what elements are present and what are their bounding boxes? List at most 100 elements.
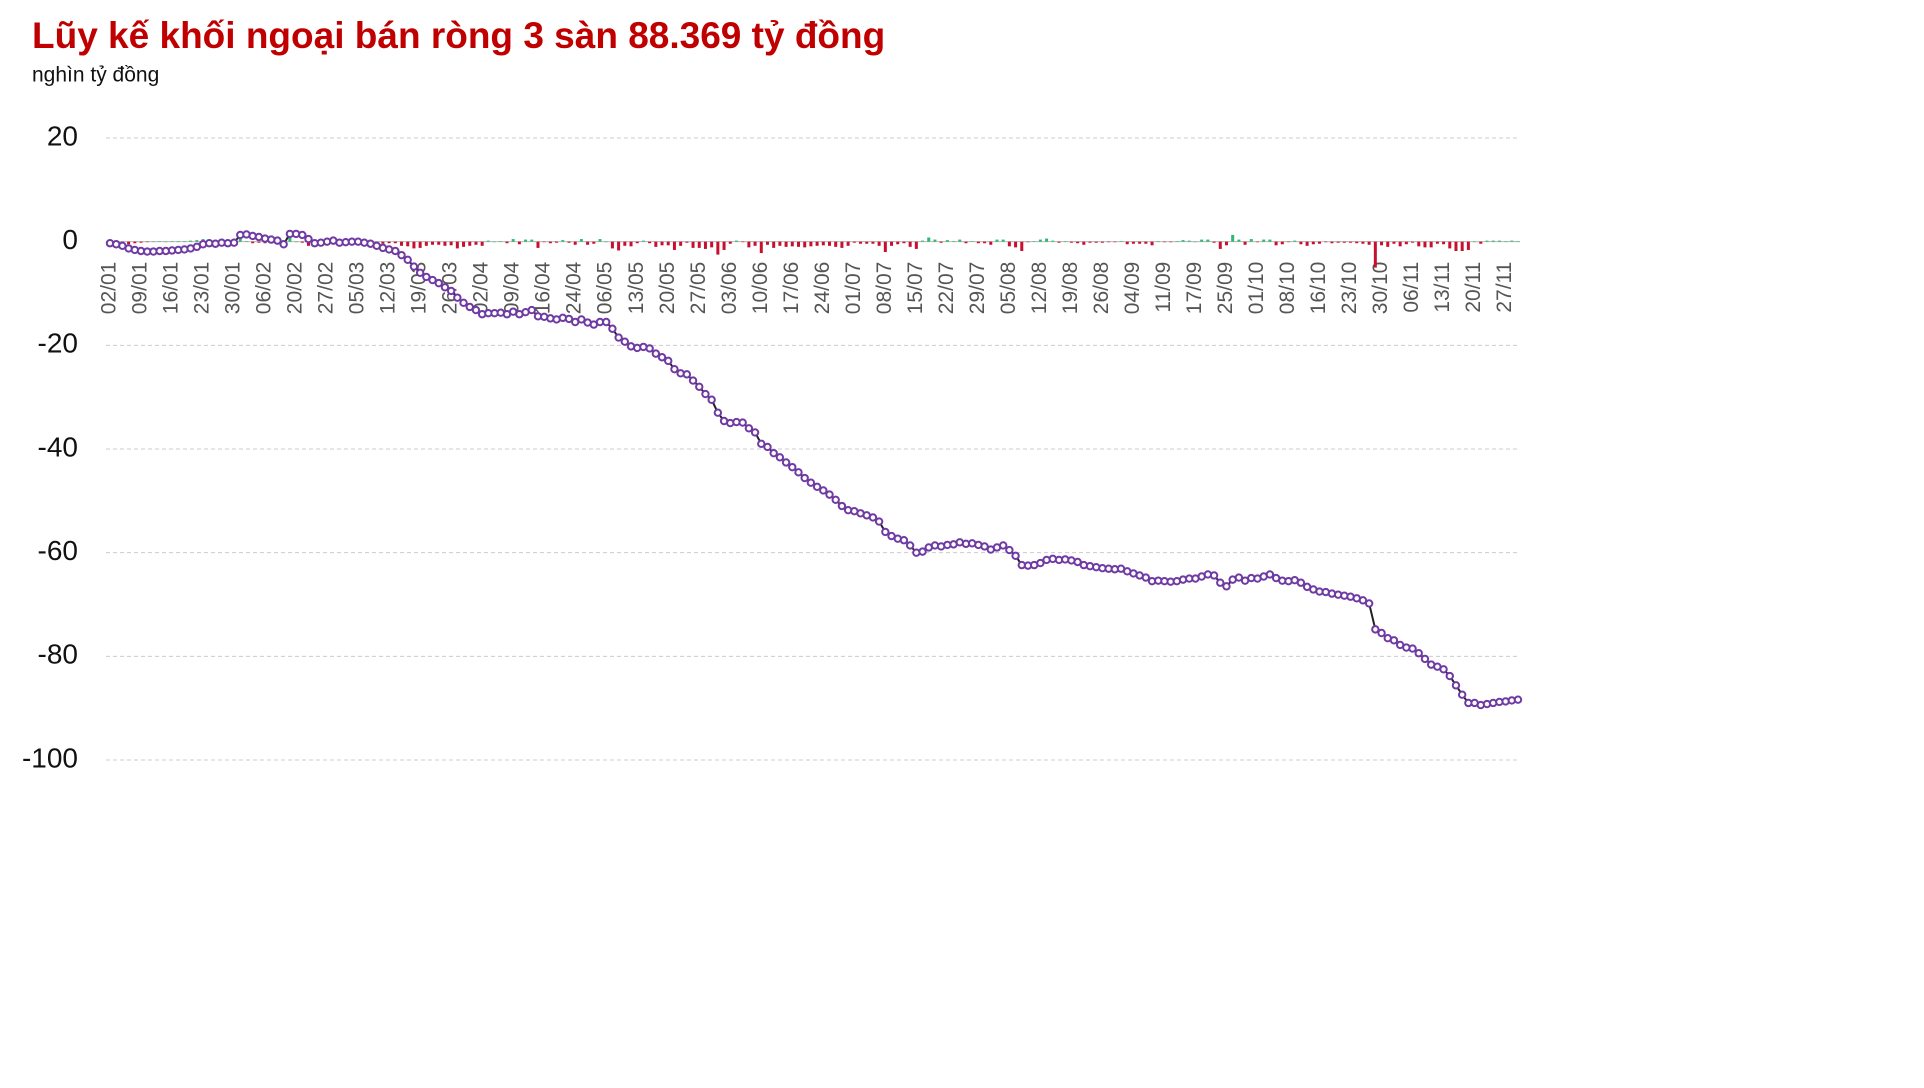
x-tick-label: 01/10 [1245, 262, 1268, 315]
point [1209, 571, 1219, 580]
y-tick-label: -60 [38, 535, 78, 566]
bar [834, 241, 838, 247]
y-tick-label: -20 [38, 328, 78, 359]
x-tick-label: 20/02 [284, 262, 307, 315]
bar [741, 241, 745, 243]
bar [1156, 241, 1160, 242]
x-tick-label: 20/11 [1462, 262, 1485, 313]
x-tick-label: 04/09 [1121, 262, 1144, 315]
bar [1138, 241, 1142, 244]
point [1457, 690, 1467, 699]
bar [691, 241, 695, 248]
point [1265, 570, 1275, 579]
bar [877, 241, 881, 246]
point [707, 395, 716, 404]
point [459, 298, 468, 308]
point [750, 428, 760, 437]
bar [660, 241, 664, 246]
x-tick-label: 09/01 [129, 262, 152, 315]
bar [499, 241, 503, 242]
bar [1435, 241, 1439, 244]
bar [976, 241, 980, 244]
point [899, 536, 909, 545]
bar [400, 241, 404, 246]
bar [257, 241, 261, 243]
bar [437, 241, 441, 245]
bar [852, 241, 856, 243]
bar [840, 241, 844, 248]
point [608, 324, 617, 333]
point [670, 364, 679, 374]
point [1377, 628, 1386, 638]
bar [747, 241, 751, 248]
bar [1076, 241, 1080, 244]
x-tick-label: 19/08 [1059, 262, 1082, 315]
x-tick-label: 23/10 [1338, 262, 1361, 315]
point [1445, 671, 1454, 681]
point [577, 315, 586, 324]
bar [1243, 241, 1247, 245]
bar [1386, 241, 1390, 247]
bar [679, 241, 683, 246]
point [701, 389, 710, 399]
bar [648, 241, 652, 244]
point [1296, 578, 1306, 587]
bar [1026, 241, 1030, 243]
point [397, 250, 406, 260]
bar [1287, 241, 1291, 243]
bar [1466, 241, 1470, 250]
bar [1249, 239, 1253, 242]
bar [1311, 241, 1315, 245]
point [905, 541, 915, 550]
point [465, 302, 474, 312]
bar [1001, 239, 1005, 242]
point [440, 283, 450, 292]
point [1358, 596, 1368, 605]
bar [1299, 241, 1303, 245]
bar [1224, 241, 1228, 246]
bar [1336, 241, 1340, 243]
x-tick-label: 05/03 [346, 262, 369, 315]
bar [1448, 241, 1452, 249]
bar [1361, 241, 1365, 244]
point [831, 495, 840, 504]
point [415, 268, 425, 277]
bar [610, 241, 614, 249]
x-tick-label: 29/07 [966, 262, 989, 315]
bar [902, 241, 906, 244]
bar [728, 241, 732, 244]
point [806, 478, 816, 487]
bar [666, 241, 670, 246]
point [980, 542, 989, 551]
bar [803, 241, 807, 248]
bar [1237, 239, 1241, 242]
bar [1107, 241, 1111, 243]
bar [859, 241, 863, 244]
x-tick-label: 12/08 [1028, 262, 1051, 315]
bar [393, 241, 397, 244]
bar [424, 241, 428, 246]
point [446, 286, 456, 296]
bar [1454, 241, 1458, 251]
bar [778, 241, 782, 246]
bar [455, 241, 459, 249]
bar [1268, 239, 1272, 242]
bar [505, 241, 509, 244]
bar [1150, 241, 1154, 246]
bar [127, 241, 131, 245]
bar [1119, 241, 1123, 242]
bar [1417, 241, 1421, 247]
bar [486, 240, 490, 242]
bar [1218, 241, 1222, 249]
bar [784, 241, 788, 247]
point [1408, 644, 1417, 653]
bar [1051, 240, 1055, 242]
bar [617, 241, 621, 251]
bar [493, 241, 497, 243]
point [403, 255, 412, 265]
bar [1200, 239, 1204, 242]
point [998, 541, 1008, 550]
bar [133, 241, 137, 244]
x-tick-label: 24/04 [563, 261, 586, 314]
point [1036, 558, 1045, 568]
